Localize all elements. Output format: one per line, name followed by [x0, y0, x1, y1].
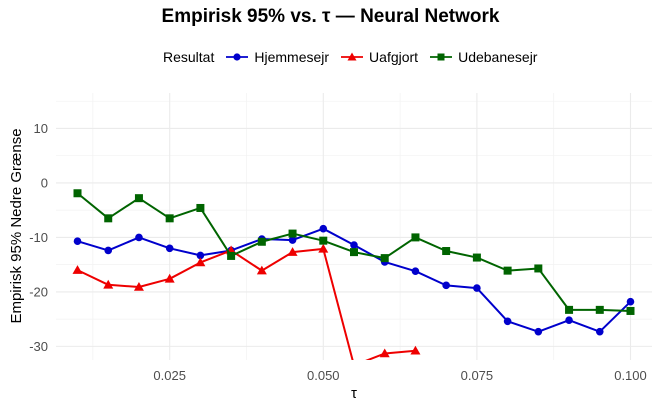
- data-point-uafgjort: [195, 257, 206, 267]
- data-point-udebanesejr: [196, 203, 205, 212]
- data-point-uafgjort: [287, 247, 298, 256]
- x-tick-label: 0.075: [461, 368, 494, 383]
- series-layer: [72, 189, 635, 369]
- data-point-hjemmesejr: [565, 316, 573, 325]
- data-point-udebanesejr: [411, 233, 420, 242]
- data-point-udebanesejr: [595, 305, 604, 314]
- chart-title: Empirisk 95% vs. τ — Neural Network: [161, 6, 500, 27]
- legend-item-hjemmesejr: Hjemmesejr: [224, 49, 329, 65]
- data-point-hjemmesejr: [503, 317, 512, 326]
- x-tick-label: 0.050: [307, 368, 340, 383]
- gridlines: [56, 93, 652, 360]
- data-point-udebanesejr: [442, 247, 451, 256]
- y-tick-label: 10: [34, 121, 48, 136]
- data-point-udebanesejr: [503, 266, 512, 275]
- y-tick-label: -10: [29, 230, 48, 245]
- legend-item-udebanesejr: Udebanesejr: [428, 49, 537, 65]
- data-point-hjemmesejr: [73, 237, 82, 246]
- data-point-uafgjort: [256, 265, 267, 275]
- y-tick-label: 0: [41, 175, 48, 190]
- y-axis-label: Empirisk 95% Nedre Grænse: [8, 128, 25, 323]
- data-point-udebanesejr: [227, 251, 236, 260]
- data-point-hjemmesejr: [135, 233, 143, 242]
- x-tick-label: 0.100: [614, 368, 647, 383]
- legend-key-hjemmesejr: [226, 53, 249, 61]
- x-tick-label: 0.025: [153, 368, 186, 383]
- data-point-udebanesejr: [626, 306, 635, 315]
- data-point-udebanesejr: [534, 264, 543, 273]
- data-point-udebanesejr: [73, 189, 82, 198]
- data-point-uafgjort: [164, 273, 175, 283]
- legend-label-hjemmesejr: Hjemmesejr: [254, 49, 330, 65]
- legend-label-uafgjort: Uafgjort: [369, 49, 419, 65]
- legend-item-uafgjort: Uafgjort: [339, 49, 418, 65]
- data-point-udebanesejr: [350, 248, 358, 257]
- data-point-uafgjort: [72, 265, 83, 274]
- legend-key-uafgjort: [341, 52, 364, 61]
- data-point-udebanesejr: [380, 254, 389, 263]
- data-point-hjemmesejr: [534, 327, 543, 336]
- data-point-uafgjort: [318, 243, 329, 253]
- data-point-hjemmesejr: [196, 251, 205, 260]
- legend-key-udebanesejr: [430, 53, 453, 61]
- data-point-hjemmesejr: [165, 244, 174, 253]
- data-point-hjemmesejr: [319, 224, 328, 233]
- data-point-hjemmesejr: [626, 297, 635, 306]
- data-point-uafgjort: [349, 360, 359, 369]
- data-point-udebanesejr: [472, 253, 481, 262]
- y-tick-label: -30: [29, 339, 48, 354]
- data-point-udebanesejr: [288, 229, 297, 238]
- data-point-hjemmesejr: [442, 281, 450, 290]
- legend-title: Resultat: [163, 49, 215, 65]
- data-point-udebanesejr: [257, 237, 266, 246]
- x-axis-label: τ: [351, 385, 357, 402]
- tick-labels: 0.025 0.050 0.075 0.100 10 0 -10 -20 -30: [29, 121, 647, 383]
- data-point-udebanesejr: [565, 305, 574, 314]
- data-point-uafgjort: [410, 345, 421, 355]
- data-point-uafgjort: [379, 348, 390, 358]
- data-point-udebanesejr: [134, 194, 143, 203]
- series-line-uafgjort: [77, 247, 416, 360]
- data-point-udebanesejr: [165, 214, 174, 223]
- data-point-hjemmesejr: [288, 236, 297, 244]
- data-point-hjemmesejr: [104, 246, 113, 255]
- data-point-hjemmesejr: [411, 267, 420, 275]
- data-point-uafgjort: [103, 279, 114, 289]
- data-point-hjemmesejr: [473, 284, 481, 292]
- legend: Resultat Hjemmesejr Uafgjort Udebanesejr: [163, 47, 547, 67]
- data-point-hjemmesejr: [595, 327, 604, 336]
- legend-label-udebanesejr: Udebanesejr: [458, 49, 538, 65]
- data-point-uafgjort: [133, 281, 144, 291]
- data-point-udebanesejr: [104, 214, 113, 223]
- data-point-udebanesejr: [319, 236, 328, 245]
- y-tick-label: -20: [29, 284, 48, 299]
- data-point-hjemmesejr: [350, 241, 358, 249]
